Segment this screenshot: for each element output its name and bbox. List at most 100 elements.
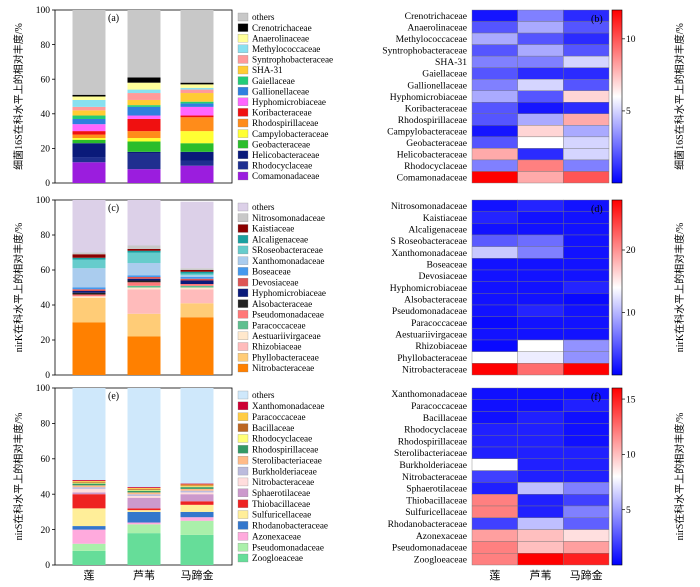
y-axis-label: nirK在科水平上的相对丰度/%	[12, 223, 25, 352]
bar-segment	[180, 131, 214, 144]
legend-swatch	[237, 129, 249, 138]
heatmap-cell	[471, 446, 518, 460]
bar-segment	[180, 280, 214, 284]
legend-label: SHA-31	[252, 65, 283, 75]
legend-swatch	[237, 108, 249, 117]
heatmap-cell	[471, 435, 518, 448]
heatmap-cell	[563, 246, 610, 259]
y-tick-label: 40	[41, 490, 51, 500]
legend-swatch	[237, 553, 249, 563]
bar-segment	[127, 510, 161, 512]
heatmap-row-label: Rhodospirillaceae	[398, 115, 467, 126]
heatmap-cell	[517, 446, 564, 460]
bar-segment	[127, 336, 161, 375]
bar-segment	[180, 201, 214, 269]
bar-segment	[127, 249, 161, 251]
heatmap-cell	[471, 482, 518, 495]
heatmap-cell	[563, 482, 610, 495]
heatmap-cell	[563, 55, 610, 68]
heatmap-cell	[517, 55, 564, 68]
bar-segment	[127, 252, 161, 263]
heatmap-cell	[563, 529, 610, 542]
legend-swatch	[237, 542, 249, 552]
bar-segment	[180, 517, 214, 521]
bar-segment	[180, 117, 214, 132]
heatmap-cell	[563, 67, 610, 80]
heatmap-cell	[517, 399, 564, 412]
bar-segment	[72, 115, 106, 119]
bar-segment	[127, 245, 161, 249]
heatmap-chart-2: XanthomonadaceaeParacoccaceaeBacillaceae…	[388, 387, 686, 565]
heatmap-cell	[563, 113, 610, 126]
bar-segment	[72, 529, 106, 544]
bar-segment	[72, 492, 106, 495]
heatmap-row-label: Koribacteraceae	[405, 103, 467, 114]
heatmap-cell	[471, 102, 518, 115]
bar-segment	[127, 492, 161, 495]
heatmap-cell	[563, 351, 610, 364]
colorbar-tick-label: 15	[626, 395, 636, 405]
legend-swatch	[237, 256, 249, 265]
legend-swatch	[237, 55, 249, 64]
bar-segment	[72, 487, 106, 489]
bar-segment	[72, 287, 106, 290]
panel-label: (a)	[108, 13, 119, 24]
heatmap-column-label: 芦苇	[530, 568, 552, 582]
bar-segment	[72, 94, 106, 97]
legend-label: Koribacteraceae	[252, 108, 312, 118]
bar-segment	[72, 494, 106, 509]
legend-swatch	[237, 118, 249, 128]
bar-segment	[127, 10, 161, 78]
heatmap-chart-0: CrenotrichaceaeAnaerolinaceaeMethylococc…	[382, 9, 686, 184]
heatmap-cell	[563, 446, 610, 460]
y-tick-label: 0	[45, 561, 50, 571]
bar-segment	[180, 271, 214, 274]
colorbar-label: nirS在科水平上的相对丰度/%	[673, 413, 686, 541]
bar-segment	[72, 134, 106, 139]
bar-segment	[72, 124, 106, 132]
y-tick-label: 20	[41, 336, 51, 346]
legend-label: Helicobacteraceae	[252, 150, 319, 160]
bar-segment	[72, 483, 106, 486]
bar-segment	[180, 486, 214, 488]
legend-label: Phyllobacteraceae	[252, 352, 319, 362]
legend-swatch	[237, 277, 249, 287]
legend-swatch	[237, 423, 249, 432]
heatmap-row-label: Nitrobacteraceae	[402, 472, 467, 483]
heatmap-cell	[563, 32, 610, 45]
bar-segment	[180, 501, 214, 505]
heatmap-cell	[563, 435, 610, 448]
heatmap-cell	[517, 223, 564, 236]
colorbar-tick-label: 10	[626, 451, 636, 461]
heatmap-cell	[517, 351, 564, 364]
heatmap-cell	[471, 529, 518, 542]
legend-swatch	[237, 245, 249, 255]
bar-segment	[127, 285, 161, 288]
bar-segment	[127, 153, 161, 170]
colorbar-tick-label: 5	[626, 506, 631, 516]
bar-segment	[72, 482, 106, 484]
bar-segment	[180, 82, 214, 85]
bar-segment	[72, 480, 106, 481]
bar-segment	[127, 138, 161, 142]
heatmap-row-label: Rhodocyclaceae	[404, 425, 467, 436]
legend-swatch	[237, 342, 249, 351]
heatmap-cell	[563, 411, 610, 424]
bar-segment	[180, 287, 214, 290]
bar-segment	[180, 285, 214, 288]
heatmap-cell	[517, 258, 564, 271]
bar-segment	[72, 480, 106, 482]
bar-segment	[72, 200, 106, 253]
heatmap-row-label: Devosiaceae	[419, 271, 467, 282]
heatmap-cell	[517, 304, 564, 317]
legend-label: Pseudomonadaceae	[252, 310, 324, 320]
heatmap-cell	[517, 125, 564, 138]
legend-label: Zoogloeaceae	[252, 553, 303, 563]
bar-segment	[180, 87, 214, 90]
bar-segment	[72, 131, 106, 135]
heatmap-cell	[563, 90, 610, 103]
bar-segment	[72, 252, 106, 255]
x-category-label: 马蹄金	[181, 568, 214, 582]
colorbar-label: nirK在科水平上的相对丰度/%	[673, 223, 686, 352]
